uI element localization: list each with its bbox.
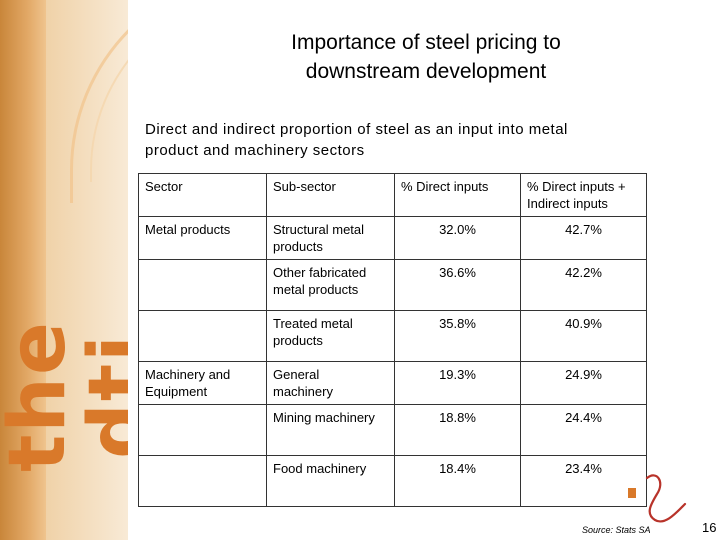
- table-row: Metal products Structural metal products…: [138, 216, 647, 260]
- header-sector: Sector: [138, 173, 267, 217]
- table-row: Machinery and Equipment General machiner…: [138, 361, 647, 405]
- source-note: Source: Stats SA: [582, 525, 651, 535]
- cell-subsector: Other fabricated metal products: [266, 259, 395, 311]
- cell-direct: 35.8%: [394, 310, 521, 362]
- subsector-line: General: [273, 367, 320, 382]
- cell-direct: 19.3%: [394, 361, 521, 405]
- header-total-line: Indirect inputs: [527, 196, 608, 211]
- subsector-line: Other fabricated: [273, 265, 367, 280]
- cell-total: 24.9%: [520, 361, 647, 405]
- header-total-line: % Direct inputs +: [527, 179, 626, 194]
- slide-title-line: downstream development: [305, 60, 547, 83]
- slide-title: Importance of steel pricing to downstrea…: [200, 28, 652, 86]
- sector-line: Machinery and: [145, 367, 231, 382]
- cell-sector: [138, 310, 267, 362]
- ribbon-swirl-icon: [628, 474, 687, 523]
- table-row: Other fabricated metal products 36.6% 42…: [138, 259, 647, 311]
- subsector-line: Structural metal: [273, 222, 365, 237]
- sector-line: Equipment: [145, 384, 208, 399]
- steel-input-table: Sector Sub-sector % Direct inputs % Dire…: [138, 173, 647, 507]
- table-row: Food machinery 18.4% 23.4%: [138, 455, 647, 507]
- cell-sector: [138, 455, 267, 507]
- dti-logo: the dti: [0, 320, 128, 472]
- cell-subsector: Food machinery: [266, 455, 395, 507]
- subsector-line: products: [273, 333, 323, 348]
- cell-total: 42.2%: [520, 259, 647, 311]
- table-row: Mining machinery 18.8% 24.4%: [138, 404, 647, 456]
- cell-direct: 32.0%: [394, 216, 521, 260]
- subsector-line: products: [273, 239, 323, 254]
- page-number: 16: [702, 520, 717, 535]
- cell-direct: 36.6%: [394, 259, 521, 311]
- subtitle-line: Direct and indirect proportion of steel …: [145, 121, 568, 138]
- header-direct: % Direct inputs: [394, 173, 521, 217]
- table-header-row: Sector Sub-sector % Direct inputs % Dire…: [138, 173, 647, 217]
- subtitle-line: product and machinery sectors: [145, 142, 365, 159]
- cell-sector: Metal products: [138, 216, 267, 260]
- cell-total: 23.4%: [520, 455, 647, 507]
- subsector-line: Treated metal: [273, 316, 353, 331]
- cell-sector: Machinery and Equipment: [138, 361, 267, 405]
- cell-total: 40.9%: [520, 310, 647, 362]
- subsector-line: machinery: [273, 384, 333, 399]
- cell-total: 42.7%: [520, 216, 647, 260]
- subsector-line: metal products: [273, 282, 359, 297]
- cell-subsector: Structural metal products: [266, 216, 395, 260]
- cell-sector: [138, 259, 267, 311]
- slide-subtitle: Direct and indirect proportion of steel …: [145, 119, 665, 161]
- table-row: Treated metal products 35.8% 40.9%: [138, 310, 647, 362]
- header-total: % Direct inputs + Indirect inputs: [520, 173, 647, 217]
- cell-subsector: General machinery: [266, 361, 395, 405]
- cell-subsector: Treated metal products: [266, 310, 395, 362]
- header-subsector: Sub-sector: [266, 173, 395, 217]
- slide-title-line: Importance of steel pricing to: [291, 31, 561, 54]
- brand-band-dark-stripe: [0, 0, 46, 540]
- cell-total: 24.4%: [520, 404, 647, 456]
- cell-direct: 18.8%: [394, 404, 521, 456]
- cell-subsector: Mining machinery: [266, 404, 395, 456]
- cell-direct: 18.4%: [394, 455, 521, 507]
- cell-sector: [138, 404, 267, 456]
- brand-band: the dti: [0, 0, 128, 540]
